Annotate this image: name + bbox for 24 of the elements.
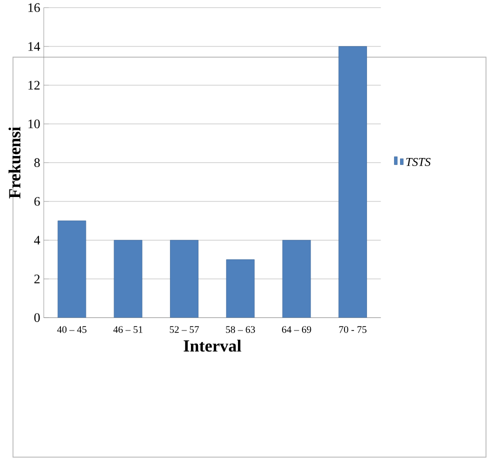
x-tick-label: 64 – 69	[282, 326, 312, 334]
y-tick-label: 12	[28, 81, 40, 90]
x-tick-label: 70 - 75	[339, 326, 366, 334]
y-tick-label: 6	[34, 197, 40, 206]
y-tick-label: 8	[34, 158, 40, 168]
y-tick-label: 16	[28, 4, 40, 12]
bar	[114, 240, 142, 318]
x-axis-title: Interval	[184, 340, 242, 352]
x-tick-label: 46 – 51	[113, 326, 142, 334]
bar	[226, 260, 255, 318]
y-tick-label: 4	[34, 236, 40, 245]
y-axis-title: Frekuensi	[8, 127, 20, 199]
bar	[338, 46, 367, 318]
x-tick-label: 58 – 63	[226, 326, 255, 334]
legend-label: TSTS	[406, 158, 431, 166]
bar	[282, 240, 311, 318]
x-tick-label: 40 – 45	[57, 326, 86, 334]
x-tick-label: 52 – 57	[170, 326, 199, 334]
bar	[170, 240, 198, 318]
bar	[58, 220, 86, 318]
y-tick-label: 0	[34, 314, 40, 322]
y-tick-label: 10	[28, 120, 40, 128]
y-tick-label: 2	[34, 274, 40, 284]
y-tick-label: 14	[28, 42, 40, 51]
